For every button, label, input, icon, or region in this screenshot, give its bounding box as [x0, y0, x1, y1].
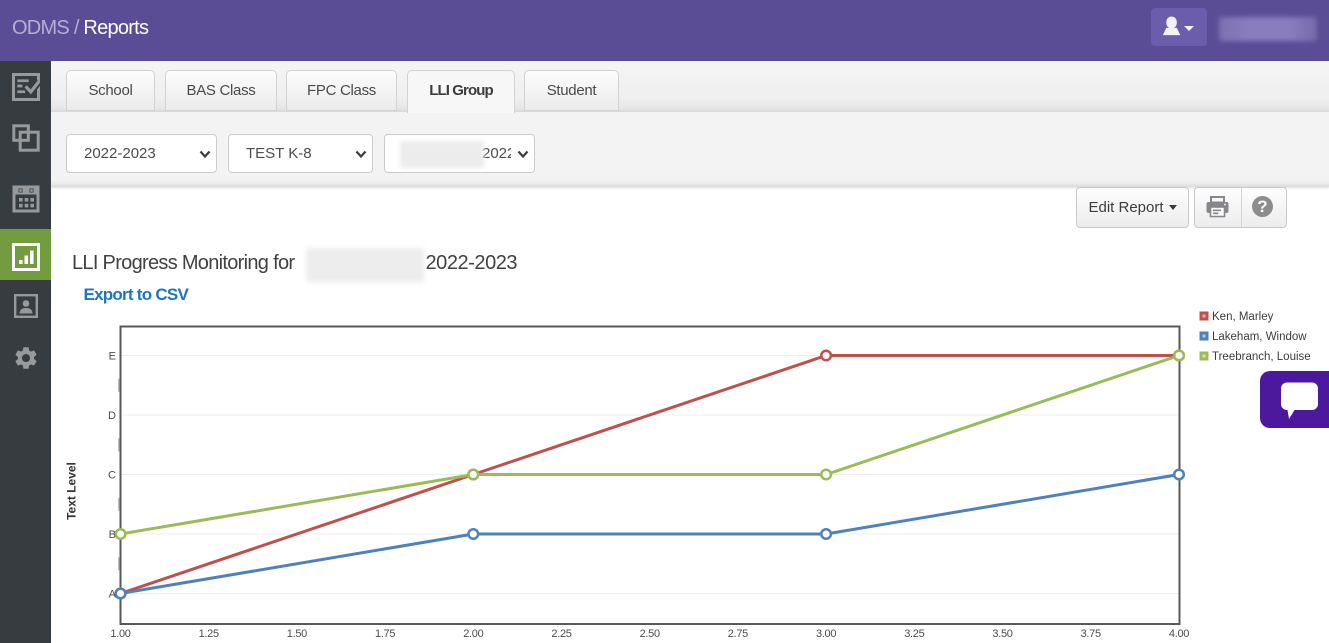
svg-text:3.75: 3.75	[1081, 628, 1101, 640]
svg-text:Ken, Marley: Ken, Marley	[1212, 311, 1274, 323]
svg-text:Lakeham, Window: Lakeham, Window	[1212, 331, 1307, 343]
svg-text:1.50: 1.50	[287, 628, 307, 640]
svg-text:2.25: 2.25	[551, 628, 571, 640]
svg-text:B: B	[109, 529, 116, 541]
svg-text:1.25: 1.25	[199, 628, 219, 640]
svg-text:2.00: 2.00	[463, 628, 483, 640]
svg-text:3.50: 3.50	[992, 628, 1012, 640]
svg-text:Text Level: Text Level	[65, 462, 79, 520]
svg-text:3.00: 3.00	[816, 628, 836, 640]
svg-text:D: D	[108, 410, 116, 422]
svg-text:E: E	[109, 351, 116, 363]
svg-text:2.50: 2.50	[640, 628, 660, 640]
svg-text:1.75: 1.75	[375, 628, 395, 640]
svg-text:Treebranch, Louise: Treebranch, Louise	[1212, 351, 1311, 363]
svg-text:3.25: 3.25	[904, 628, 924, 640]
svg-text:A: A	[109, 589, 117, 601]
svg-text:2.75: 2.75	[728, 628, 748, 640]
svg-text:4.00: 4.00	[1169, 628, 1189, 640]
svg-text:1.00: 1.00	[110, 628, 130, 640]
svg-text:C: C	[108, 470, 116, 482]
